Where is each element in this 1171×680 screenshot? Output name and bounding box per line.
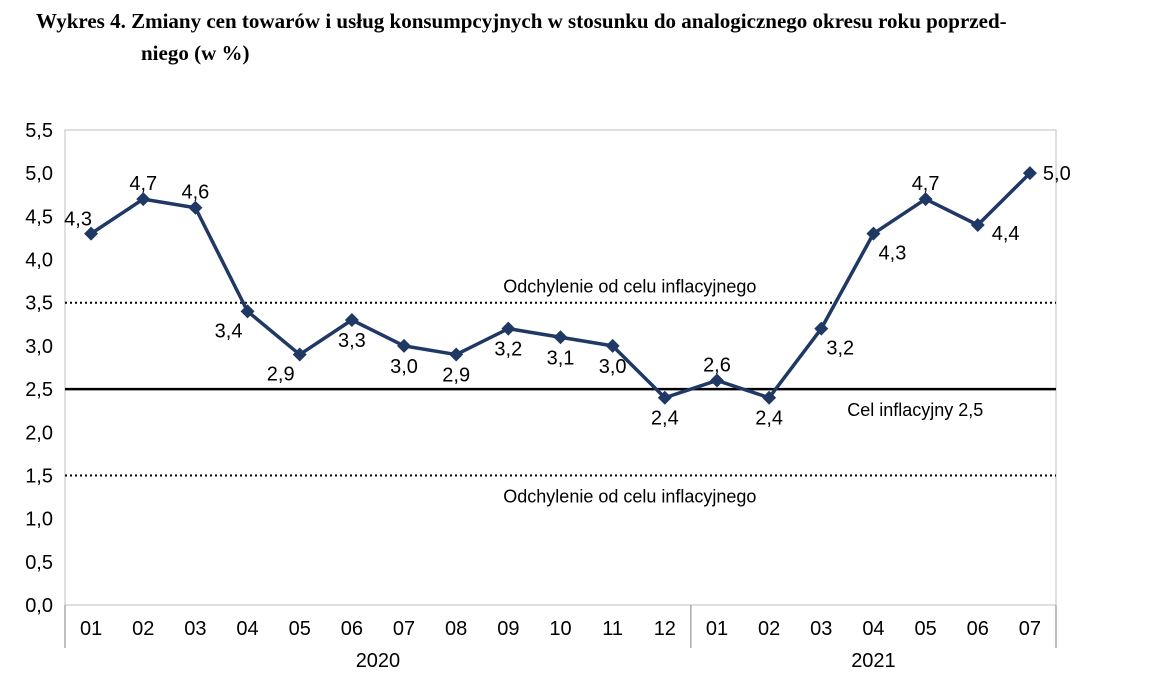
data-point-marker (84, 226, 99, 241)
x-axis-tick-label: 08 (445, 618, 467, 640)
x-axis-tick-label: 03 (810, 618, 832, 640)
data-point-marker (292, 347, 307, 362)
data-point-label: 3,0 (390, 356, 418, 378)
data-point-marker (136, 192, 151, 207)
data-point-marker (1022, 166, 1037, 181)
data-point-label: 3,1 (547, 347, 575, 369)
data-point-label: 4,7 (912, 173, 940, 195)
x-axis-tick-label: 04 (862, 618, 884, 640)
data-point-marker (866, 226, 881, 241)
data-point-label: 4,7 (129, 173, 157, 195)
x-axis-tick-label: 01 (706, 618, 728, 640)
data-point-label: 2,4 (755, 408, 783, 430)
chart-title-line-1: Wykres 4. Zmiany cen towarów i usług kon… (36, 9, 1007, 33)
data-point-label: 3,2 (494, 339, 522, 361)
x-axis-tick-label: 12 (654, 618, 676, 640)
data-point-label: 3,4 (215, 320, 243, 342)
chart-title-line-2: niego (w %) (141, 40, 250, 65)
x-axis-tick-label: 05 (914, 618, 936, 640)
data-point-marker (397, 338, 412, 353)
data-point-label: 4,4 (992, 223, 1020, 245)
y-axis-tick-label: 4,5 (25, 206, 53, 228)
data-point-marker (501, 321, 516, 336)
x-axis-tick-label: 03 (184, 618, 206, 640)
y-axis-tick-label: 5,5 (25, 120, 53, 142)
x-axis-tick-label: 02 (758, 618, 780, 640)
data-point-label: 3,0 (599, 356, 627, 378)
y-axis-tick-label: 2,0 (25, 422, 53, 444)
y-axis-tick-label: 1,0 (25, 509, 53, 531)
chart-title: Wykres 4. Zmiany cen towarów i usług kon… (36, 6, 1007, 69)
reference-line-label: Odchylenie od celu inflacyjnego (503, 486, 756, 506)
data-point-marker (240, 304, 255, 319)
data-point-marker (970, 218, 985, 232)
data-point-marker (762, 390, 777, 405)
data-point-label: 4,6 (181, 182, 209, 204)
plot-border (64, 129, 1057, 606)
x-axis-tick-label: 04 (236, 618, 258, 640)
data-point-label: 4,3 (64, 209, 92, 231)
x-axis-tick-label: 06 (967, 618, 989, 640)
x-axis-tick-label: 07 (393, 618, 415, 640)
y-axis-tick-label: 3,0 (25, 336, 53, 358)
x-axis-tick-label: 07 (1019, 618, 1041, 640)
x-axis-tick-label: 02 (132, 618, 154, 640)
y-axis-tick-label: 4,0 (25, 250, 53, 272)
data-point-marker (918, 192, 933, 207)
x-axis-tick-label: 10 (549, 618, 571, 640)
data-point-label: 3,2 (826, 338, 854, 360)
y-axis-tick-label: 3,5 (25, 293, 53, 315)
data-point-label: 2,9 (267, 364, 295, 386)
data-point-label: 2,6 (703, 354, 731, 376)
y-axis-tick-label: 1,5 (25, 465, 53, 487)
year-label: 2020 (356, 650, 401, 672)
data-point-marker (449, 347, 464, 362)
x-axis-tick-label: 06 (341, 618, 363, 640)
x-axis-tick-label: 01 (80, 618, 102, 640)
x-axis-tick-label: 05 (289, 618, 311, 640)
data-point-marker (814, 321, 829, 336)
data-point-label: 2,4 (651, 408, 679, 430)
y-axis-tick-label: 2,5 (25, 379, 53, 401)
data-point-label: 5,0 (1043, 163, 1071, 185)
year-label: 2021 (851, 650, 896, 672)
data-point-marker (344, 313, 359, 327)
data-point-label: 4,3 (879, 243, 907, 265)
x-axis-tick-label: 09 (497, 618, 519, 640)
data-point-marker (553, 330, 568, 345)
x-axis-tick-label: 11 (602, 618, 623, 640)
data-point-marker (657, 390, 672, 405)
data-point-label: 3,3 (338, 330, 366, 352)
y-axis-tick-label: 0,0 (25, 595, 53, 617)
reference-line-label: Cel inflacyjny 2,5 (847, 400, 983, 420)
data-point-marker (188, 200, 203, 215)
reference-line-label: Odchylenie od celu inflacyjnego (503, 277, 756, 297)
data-point-marker (709, 373, 724, 388)
data-point-label: 2,9 (442, 365, 470, 387)
y-axis-tick-label: 5,0 (25, 163, 53, 185)
y-axis-tick-label: 0,5 (25, 552, 53, 574)
data-point-marker (605, 338, 620, 353)
